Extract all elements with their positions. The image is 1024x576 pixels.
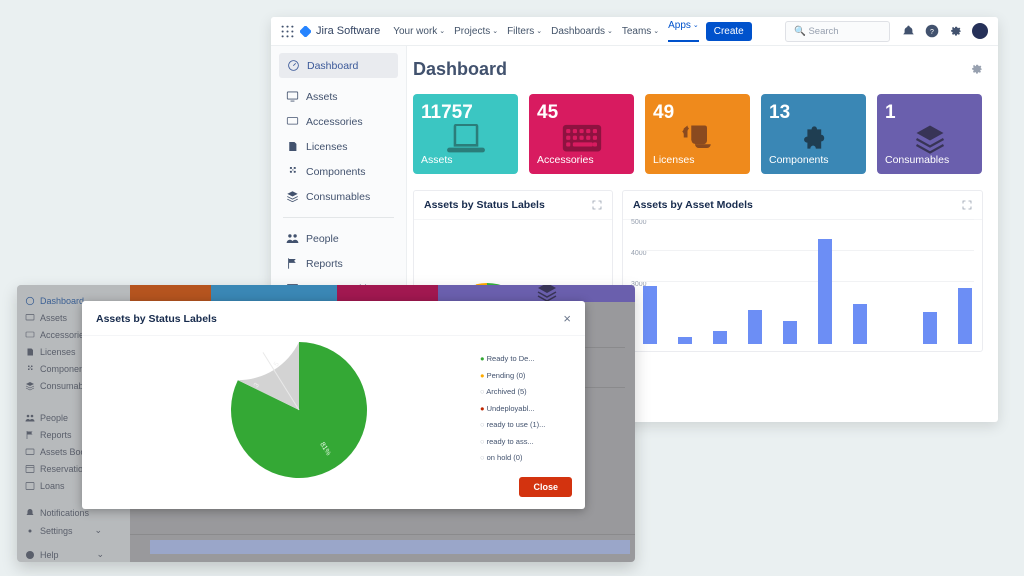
svg-text:?: ? [930, 29, 934, 36]
